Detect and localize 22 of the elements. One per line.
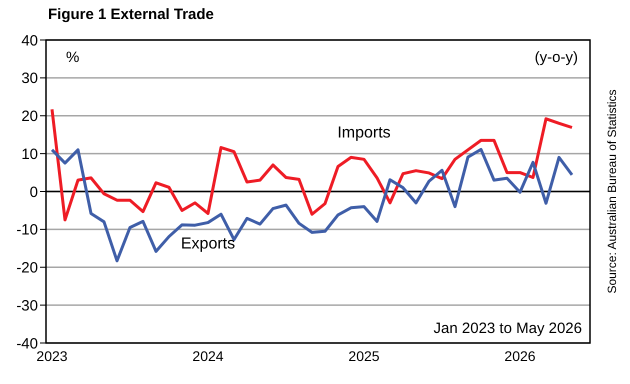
x-tick-label: 2023 bbox=[36, 348, 68, 364]
x-tick-label: 2025 bbox=[348, 348, 380, 364]
y-axis-title: % bbox=[66, 49, 80, 66]
annotation: Jan 2023 to May 2026 bbox=[434, 320, 582, 337]
y-tick-label: 30 bbox=[21, 70, 38, 88]
y-tick-label: -30 bbox=[16, 297, 38, 314]
y-tick-label: 0 bbox=[30, 184, 38, 201]
line-series bbox=[50, 108, 574, 222]
y-tick-label: 40 bbox=[21, 32, 38, 50]
annotation: (y-o-y) bbox=[534, 49, 578, 66]
y-tick-label: 20 bbox=[21, 108, 38, 126]
y-tick-label: -40 bbox=[16, 335, 38, 352]
y-tick-label: -10 bbox=[16, 222, 38, 239]
y-tick-label: -20 bbox=[16, 260, 38, 277]
source-note: Source: Australian Bureau of Statistics bbox=[605, 89, 619, 294]
series-label: Exports bbox=[180, 236, 236, 253]
chart-title: Figure 1 External Trade bbox=[48, 6, 214, 23]
y-tick-label: 10 bbox=[21, 146, 38, 163]
x-tick-label: 2026 bbox=[504, 348, 536, 364]
series-label: Imports bbox=[337, 124, 391, 142]
line-series bbox=[50, 148, 574, 262]
x-tick-label: 2024 bbox=[192, 348, 224, 364]
